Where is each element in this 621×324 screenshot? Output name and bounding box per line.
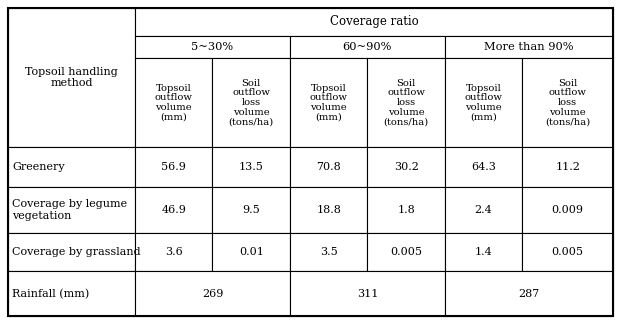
Text: Topsoil
outflow
volume
(mm): Topsoil outflow volume (mm) — [310, 84, 348, 122]
Bar — [135, 8, 613, 36]
Bar — [445, 271, 613, 316]
Bar — [522, 58, 613, 147]
Text: More than 90%: More than 90% — [484, 42, 574, 52]
Text: 2.4: 2.4 — [474, 205, 492, 215]
Text: Topsoil handling
method: Topsoil handling method — [25, 67, 118, 88]
Bar — [522, 233, 613, 271]
Text: 5~30%: 5~30% — [191, 42, 233, 52]
Text: 46.9: 46.9 — [161, 205, 186, 215]
Text: Soil
outflow
loss
volume
(tons/ha): Soil outflow loss volume (tons/ha) — [383, 79, 428, 126]
Text: 60~90%: 60~90% — [343, 42, 392, 52]
Bar — [522, 187, 613, 233]
Bar — [290, 147, 368, 187]
Bar — [290, 233, 368, 271]
Bar — [368, 187, 445, 233]
Text: Greenery: Greenery — [12, 162, 65, 172]
Text: 56.9: 56.9 — [161, 162, 186, 172]
Bar — [135, 147, 212, 187]
Text: 3.6: 3.6 — [165, 247, 183, 257]
Text: 64.3: 64.3 — [471, 162, 496, 172]
Bar — [445, 58, 522, 147]
Text: 70.8: 70.8 — [316, 162, 341, 172]
Text: 13.5: 13.5 — [238, 162, 264, 172]
Text: 0.005: 0.005 — [390, 247, 422, 257]
Bar — [290, 36, 445, 58]
Bar — [445, 187, 522, 233]
Text: Topsoil
outflow
volume
(mm): Topsoil outflow volume (mm) — [465, 84, 502, 122]
Text: 0.009: 0.009 — [551, 205, 584, 215]
Bar — [212, 147, 290, 187]
Text: 0.01: 0.01 — [238, 247, 264, 257]
Bar — [8, 147, 135, 187]
Text: Soil
outflow
loss
volume
(tons/ha): Soil outflow loss volume (tons/ha) — [545, 79, 590, 126]
Text: 269: 269 — [202, 289, 223, 299]
Text: 3.5: 3.5 — [320, 247, 338, 257]
Bar — [445, 36, 613, 58]
Text: 30.2: 30.2 — [394, 162, 419, 172]
Bar — [135, 36, 290, 58]
Bar — [8, 271, 135, 316]
Text: 0.005: 0.005 — [551, 247, 584, 257]
Text: Coverage by legume
vegetation: Coverage by legume vegetation — [12, 200, 127, 221]
Text: Topsoil
outflow
volume
(mm): Topsoil outflow volume (mm) — [155, 84, 193, 122]
Bar — [135, 58, 212, 147]
Bar — [135, 233, 212, 271]
Text: Soil
outflow
loss
volume
(tons/ha): Soil outflow loss volume (tons/ha) — [229, 79, 274, 126]
Bar — [445, 147, 522, 187]
Text: Coverage by grassland: Coverage by grassland — [12, 247, 140, 257]
Text: 1.8: 1.8 — [397, 205, 415, 215]
Text: 1.4: 1.4 — [474, 247, 492, 257]
Bar — [135, 187, 212, 233]
Bar — [8, 187, 135, 233]
Text: 9.5: 9.5 — [242, 205, 260, 215]
Bar — [522, 147, 613, 187]
Text: Rainfall (mm): Rainfall (mm) — [12, 288, 89, 299]
Bar — [212, 58, 290, 147]
Text: 287: 287 — [519, 289, 540, 299]
Bar — [8, 233, 135, 271]
Bar — [212, 233, 290, 271]
Bar — [135, 271, 290, 316]
Bar — [368, 233, 445, 271]
Bar — [368, 147, 445, 187]
Bar — [8, 8, 135, 147]
Bar — [290, 271, 445, 316]
Bar — [368, 58, 445, 147]
Bar — [290, 58, 368, 147]
Text: 311: 311 — [356, 289, 378, 299]
Text: Coverage ratio: Coverage ratio — [330, 15, 419, 29]
Text: 11.2: 11.2 — [555, 162, 580, 172]
Bar — [445, 233, 522, 271]
Text: 18.8: 18.8 — [316, 205, 341, 215]
Bar — [212, 187, 290, 233]
Bar — [290, 187, 368, 233]
